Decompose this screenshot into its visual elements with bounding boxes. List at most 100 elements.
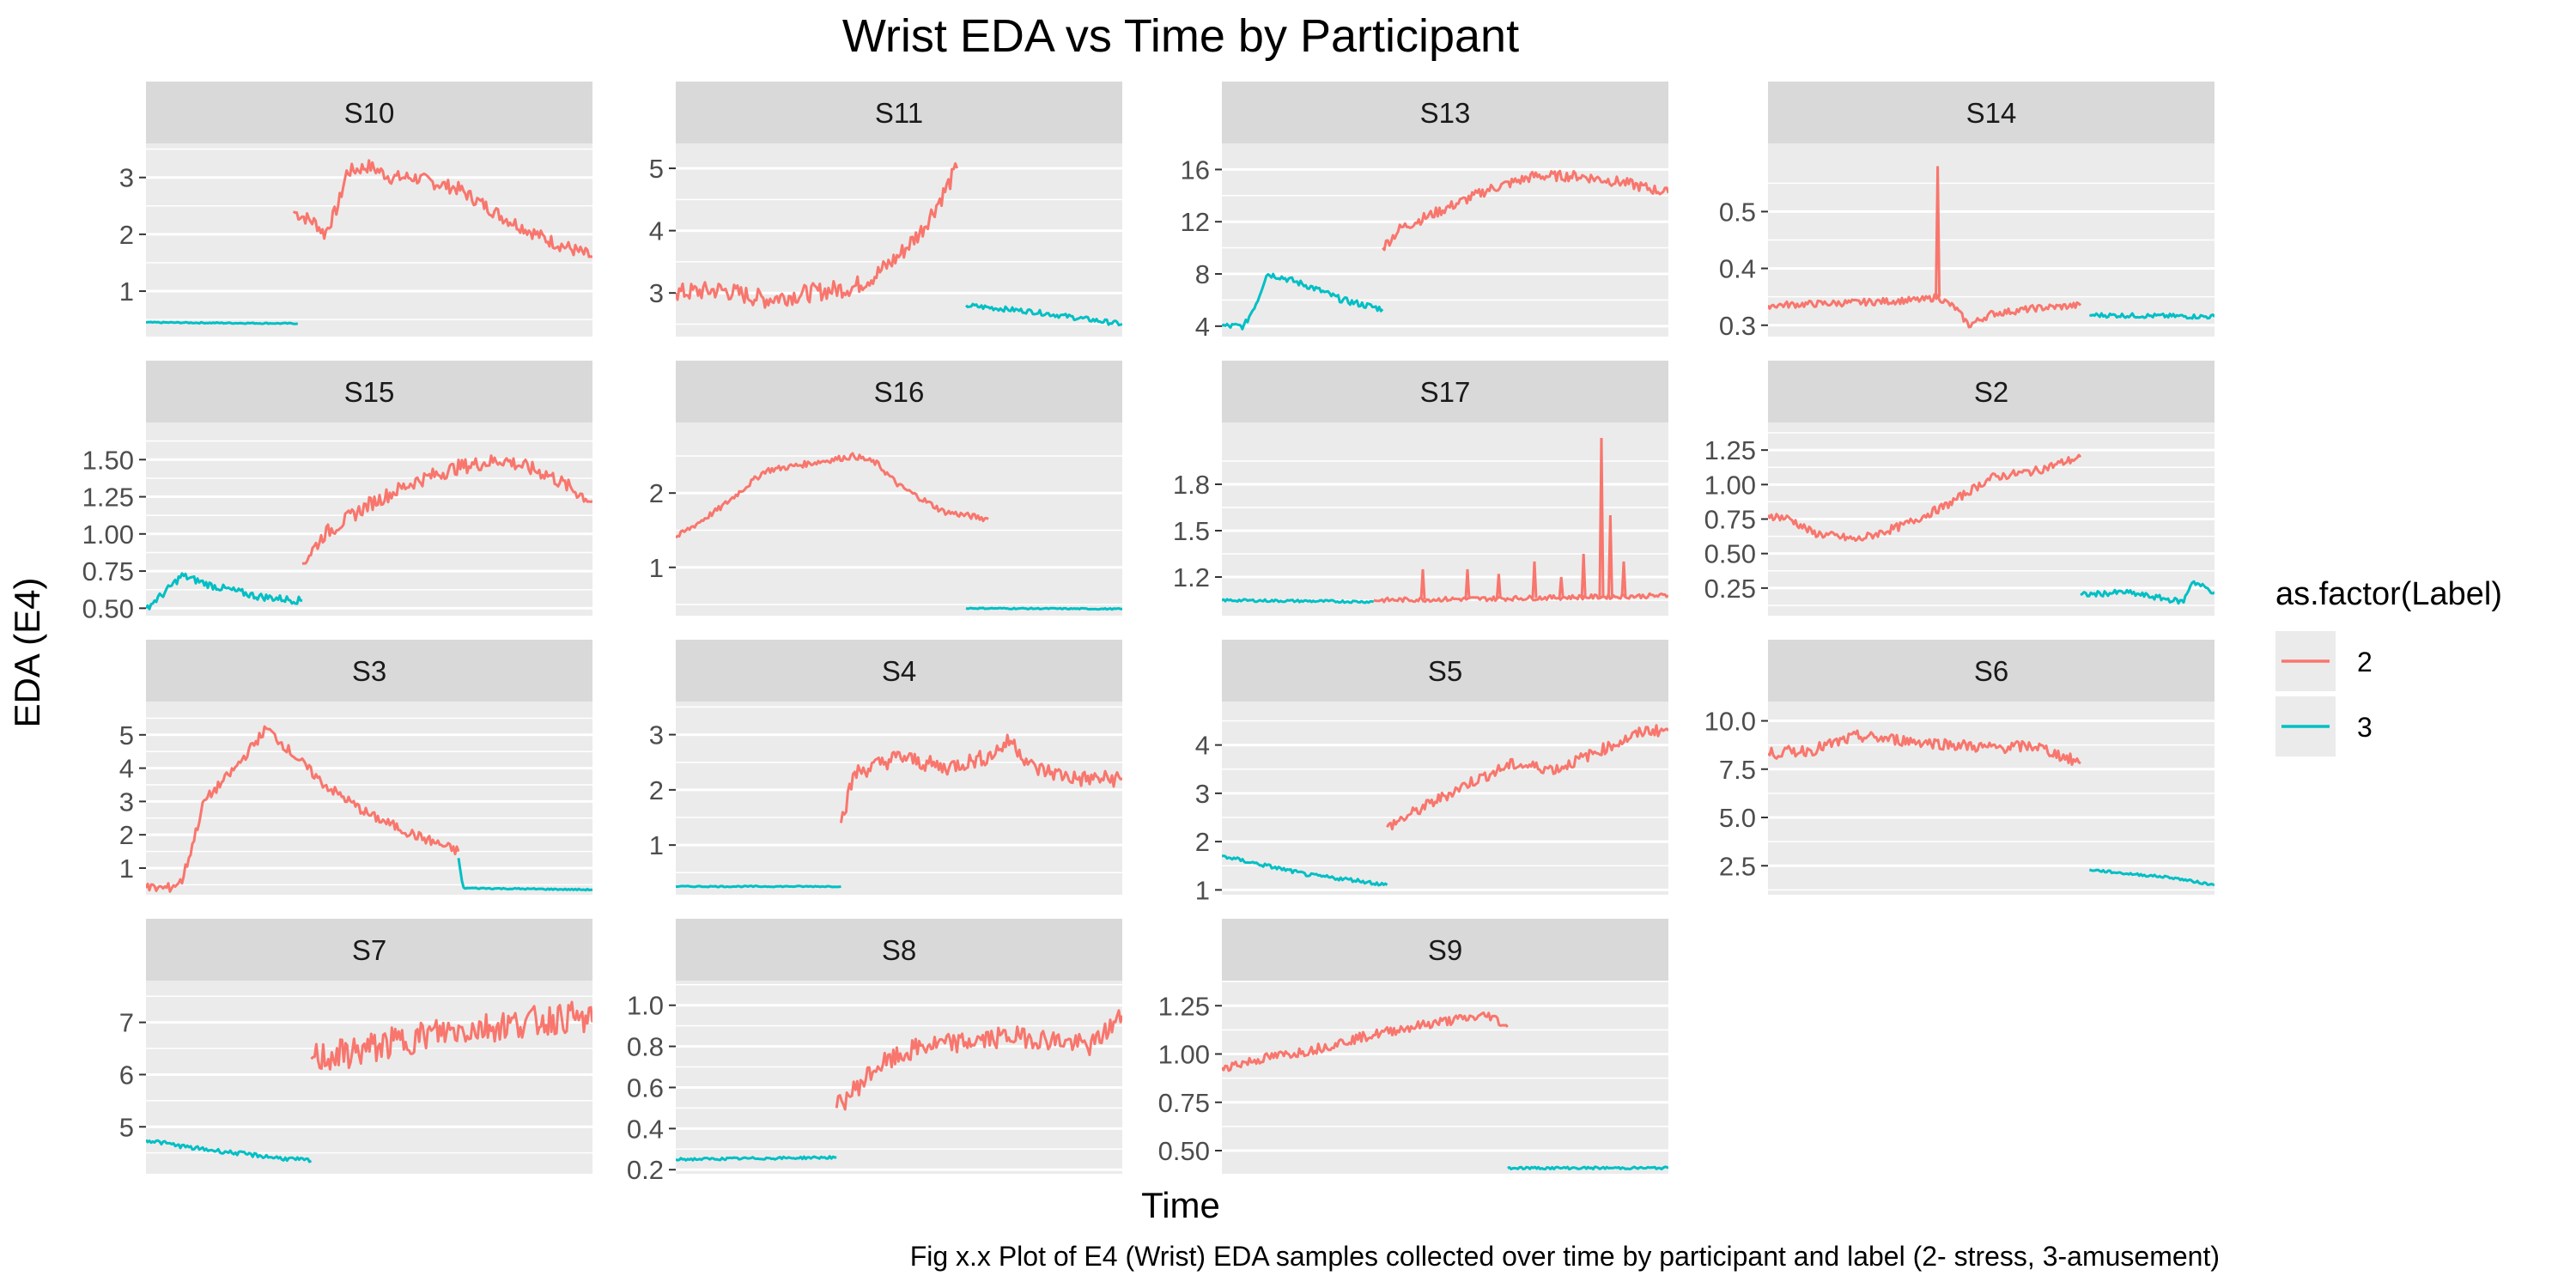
series-line-label-3 (676, 1155, 837, 1162)
facet-s10: S10 1 2 3 (119, 82, 592, 337)
y-tick-label: 3 (1195, 779, 1210, 809)
facet-strip (146, 919, 592, 981)
panel-series (676, 452, 1122, 611)
panel-background (676, 143, 1122, 337)
panel-series (1222, 724, 1668, 887)
facet-s6: S6 2.5 5.0 7.5 10.0 (1704, 640, 2215, 895)
facet-strip (1222, 361, 1668, 422)
y-tick-label: 1 (649, 830, 664, 860)
facet-strip (146, 361, 592, 422)
y-tick-label: 4 (119, 754, 134, 784)
series-line-label-3 (964, 302, 1122, 327)
series-line-label-2 (835, 1009, 1122, 1111)
series-spike (1495, 574, 1502, 599)
series-spike (1607, 514, 1613, 597)
y-tick-label: 0.75 (1158, 1088, 1210, 1118)
facet-s16: S16 1 2 (649, 361, 1122, 616)
y-tick-label: 2 (649, 775, 664, 805)
series-spike (1620, 561, 1627, 597)
facet-s2: S2 0.25 0.50 0.75 1.00 1.25 (1704, 361, 2215, 616)
x-axis-title: Time (1141, 1185, 1220, 1225)
facet-strip-label: S14 (1966, 97, 2017, 129)
y-tick-label: 0.5 (1719, 197, 1756, 227)
y-tick-label: 2 (119, 220, 134, 250)
series-line-label-3 (965, 606, 1122, 611)
series-line-label-3 (1507, 1165, 1668, 1171)
series-line-label-2 (292, 159, 592, 258)
y-tick-label: 0.25 (1704, 574, 1756, 604)
series-spike (1598, 437, 1605, 597)
series-line-label-3 (146, 1139, 313, 1163)
y-tick-label: 4 (1195, 731, 1210, 761)
legend: as.factor(Label) 23 (2275, 576, 2502, 756)
series-line-label-2 (1222, 1011, 1509, 1072)
series-spike (1935, 166, 1941, 297)
panel-background (146, 143, 592, 337)
y-tick-label: 3 (119, 163, 134, 193)
y-tick-label: 1.50 (82, 445, 134, 475)
facet-strip (1768, 361, 2215, 422)
facet-s11: S11 3 4 5 (649, 82, 1122, 337)
facet-strip (1768, 82, 2215, 143)
series-spike (1419, 568, 1426, 600)
y-tick-label: 3 (649, 720, 664, 750)
y-tick-label: 0.50 (1158, 1136, 1210, 1166)
y-tick-label: 1.00 (1158, 1040, 1210, 1070)
y-axis-title: EDA (E4) (7, 577, 47, 727)
series-spike (1558, 576, 1564, 598)
series-line-label-2 (1382, 169, 1668, 252)
panel-series (146, 454, 592, 611)
panel-background (146, 981, 592, 1174)
facet-s9: S9 0.50 0.75 1.00 1.25 (1158, 919, 1668, 1174)
series-line-label-3 (457, 858, 592, 892)
facet-strip-label: S9 (1428, 934, 1462, 966)
figure-caption: Fig x.x Plot of E4 (Wrist) EDA samples c… (910, 1241, 2220, 1272)
series-line-label-3 (2088, 868, 2215, 887)
legend-title: as.factor(Label) (2275, 576, 2502, 612)
panel-background (1222, 422, 1668, 616)
legend-keys: 23 (2275, 631, 2372, 756)
y-tick-label: 7.5 (1719, 755, 1756, 785)
panel-series (146, 159, 592, 325)
facet-strip (676, 82, 1122, 143)
facet-strip (676, 640, 1122, 702)
y-tick-label: 0.75 (1704, 505, 1756, 535)
facet-strip (676, 919, 1122, 981)
legend-label: 3 (2357, 712, 2372, 743)
panel-background (676, 981, 1122, 1174)
y-tick-label: 0.8 (627, 1032, 664, 1062)
facet-strip-label: S5 (1428, 655, 1462, 687)
panel-background (1222, 981, 1668, 1174)
facet-s13: S13 4 8 12 16 (1181, 82, 1668, 342)
y-tick-label: 1.2 (1173, 562, 1210, 592)
y-tick-label: 3 (649, 278, 664, 308)
y-tick-label: 0.3 (1719, 311, 1756, 341)
series-line-label-2 (1768, 293, 2082, 329)
panel-background (676, 702, 1122, 895)
chart-title: Wrist EDA vs Time by Participant (842, 10, 1519, 62)
facet-strip (676, 361, 1122, 422)
facet-strip-label: S2 (1974, 376, 2008, 408)
y-tick-label: 1.25 (1158, 991, 1210, 1021)
facet-s15: S15 0.50 0.75 1.00 1.25 1.50 (82, 361, 592, 623)
series-line-label-2 (301, 454, 592, 565)
y-tick-label: 10.0 (1704, 707, 1756, 737)
y-tick-label: 5 (119, 720, 134, 750)
facet-strip-label: S3 (352, 655, 386, 687)
y-tick-label: 5 (649, 154, 664, 184)
series-spike (1580, 553, 1587, 598)
panel-series (676, 733, 1122, 889)
y-tick-label: 2 (119, 820, 134, 850)
facet-s17: S17 1.2 1.5 1.8 (1173, 361, 1668, 616)
facet-s3: S3 1 234 5 (119, 640, 592, 895)
y-tick-label: 7 (119, 1008, 134, 1038)
y-tick-label: 0.6 (627, 1072, 664, 1103)
series-spike (1464, 568, 1471, 599)
y-tick-label: 1 (119, 276, 134, 307)
panel-series (1768, 166, 2215, 329)
series-line-label-3 (1222, 854, 1388, 887)
series-line-label-3 (146, 320, 299, 325)
series-line-label-2 (1768, 729, 2081, 766)
panel-background (146, 702, 592, 895)
panel-series (1768, 729, 2215, 887)
